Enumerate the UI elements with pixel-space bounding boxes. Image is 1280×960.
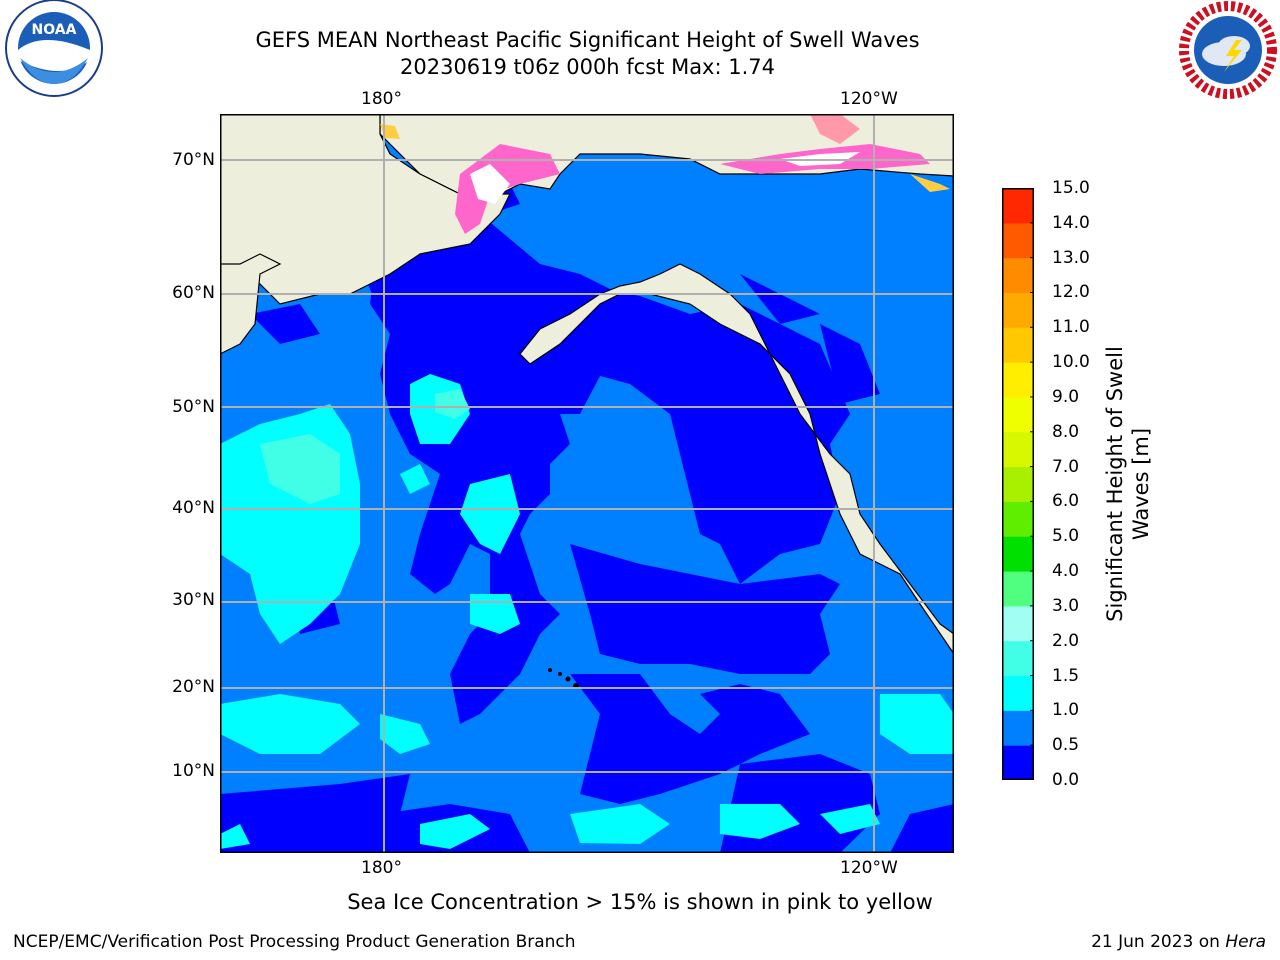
colorbar-segment [1002, 640, 1034, 677]
colorbar-border [1002, 188, 1034, 780]
top-lon-label-180: 180° [361, 89, 402, 109]
colorbar-tick-label: 0.5 [1052, 735, 1080, 756]
colorbar-tick-label: 12.0 [1052, 282, 1090, 303]
gulf-of-alaska-low-swell [360, 214, 640, 414]
colorbar-segment [1002, 675, 1034, 711]
colorbar-tick-label: 1.5 [1052, 665, 1080, 686]
lat-label-50n: 50°N [172, 397, 215, 417]
lat-label-60n: 60°N [172, 283, 215, 303]
colorbar-segment [1002, 257, 1034, 293]
colorbar-segment [1002, 745, 1034, 780]
colorbar-segment [1002, 396, 1034, 433]
colorbar-tick-label: 2.0 [1052, 630, 1080, 651]
colorbar-segment [1002, 188, 1034, 224]
swell-1.5-2.0-regions [260, 389, 470, 504]
chart-title: GEFS MEAN Northeast Pacific Significant … [255, 28, 920, 52]
colorbar-tick-label: 13.0 [1052, 247, 1090, 268]
ne-pacific-low-swell [640, 314, 830, 494]
top-lon-label-120w: 120°W [840, 89, 898, 109]
swell-height-map [220, 114, 954, 853]
credit-text: NCEP/EMC/Verification Post Processing Pr… [13, 932, 576, 952]
lat-label-40n: 40°N [172, 498, 215, 518]
colorbar-segment [1002, 222, 1034, 259]
colorbar-segment [1002, 605, 1034, 642]
map-border [220, 114, 954, 853]
host-text: Hera [1225, 932, 1266, 952]
bottom-lon-label-120w: 120°W [840, 858, 898, 878]
colorbar-tick-label: 10.0 [1052, 352, 1090, 373]
kamchatka-landmass [220, 253, 282, 355]
sea-ice-note: Sea Ice Concentration > 15% is shown in … [347, 890, 933, 914]
colorbar-segment [1002, 536, 1034, 572]
colorbar-segment [1002, 431, 1034, 468]
colorbar-segment [1002, 466, 1034, 502]
colorbar-title: Significant Height of Swell Waves [m] [1103, 346, 1153, 622]
colorbar-tick-label: 15.0 [1052, 178, 1090, 198]
colorbar-tick-label: 3.0 [1052, 595, 1080, 616]
colorbar-tick-label: 0.0 [1052, 770, 1080, 790]
chart-subtitle: 20230619 t06z 000h fcst Max: 1.74 [400, 55, 775, 79]
colorbar-tick-label: 9.0 [1052, 386, 1080, 407]
colorbar [1002, 188, 1034, 780]
colorbar-tick-label: 7.0 [1052, 456, 1080, 477]
colorbar-segment [1002, 710, 1034, 746]
colorbar-tick-label: 4.0 [1052, 561, 1080, 582]
colorbar-tick-label: 14.0 [1052, 212, 1090, 233]
nws-logo [1179, 1, 1277, 99]
noaa-logo: NOAA [5, 0, 103, 97]
colorbar-segment [1002, 292, 1034, 328]
colorbar-tick-label: 8.0 [1052, 421, 1080, 442]
graticule [220, 114, 954, 853]
date-text: 21 Jun 2023 on [1091, 932, 1226, 952]
colorbar-tick-label: 11.0 [1052, 317, 1090, 338]
bottom-lon-label-180: 180° [361, 858, 402, 878]
colorbar-segment [1002, 501, 1034, 537]
lat-label-70n: 70°N [172, 150, 215, 170]
lat-label-30n: 30°N [172, 590, 215, 610]
colorbar-segment [1002, 571, 1034, 607]
colorbar-segment [1002, 327, 1034, 363]
lat-label-20n: 20°N [172, 677, 215, 697]
noaa-logo-text: NOAA [32, 22, 77, 38]
colorbar-tick-label: 6.0 [1052, 491, 1080, 512]
colorbar-tick-label: 5.0 [1052, 526, 1080, 547]
date-stamp: 21 Jun 2023 on Hera [1091, 932, 1266, 952]
colorbar-segment [1002, 362, 1034, 398]
lat-label-10n: 10°N [172, 761, 215, 781]
colorbar-tick-label: 1.0 [1052, 700, 1080, 721]
